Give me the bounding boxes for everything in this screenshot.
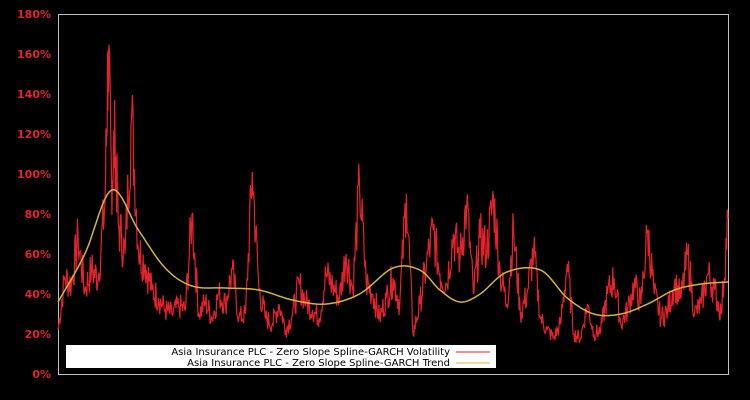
- y-tick-label: 40%: [25, 288, 51, 301]
- legend-label-volatility: Asia Insurance PLC - Zero Slope Spline-G…: [171, 347, 450, 358]
- y-tick-label: 120%: [17, 128, 51, 141]
- y-tick-label: 100%: [17, 168, 51, 181]
- y-tick-label: 140%: [17, 88, 51, 101]
- y-tick-label: 80%: [25, 208, 51, 221]
- y-tick-label: 20%: [25, 328, 51, 341]
- legend: Asia Insurance PLC - Zero Slope Spline-G…: [66, 345, 496, 369]
- y-tick-label: 0%: [32, 368, 51, 381]
- y-tick-label: 160%: [17, 48, 51, 61]
- y-tick-label: 180%: [17, 8, 51, 21]
- legend-label-trend: Asia Insurance PLC - Zero Slope Spline-G…: [187, 358, 450, 369]
- legend-box: [66, 345, 496, 368]
- trend-series-line: [57, 188, 729, 317]
- y-tick-label: 60%: [25, 248, 51, 261]
- plot-area-border: [58, 14, 729, 375]
- volatility-series-line: [57, 44, 729, 344]
- series-layer: [57, 44, 729, 344]
- y-axis-ticks: 0% 20% 40% 60% 80% 100% 120% 140% 160% 180%: [17, 8, 51, 381]
